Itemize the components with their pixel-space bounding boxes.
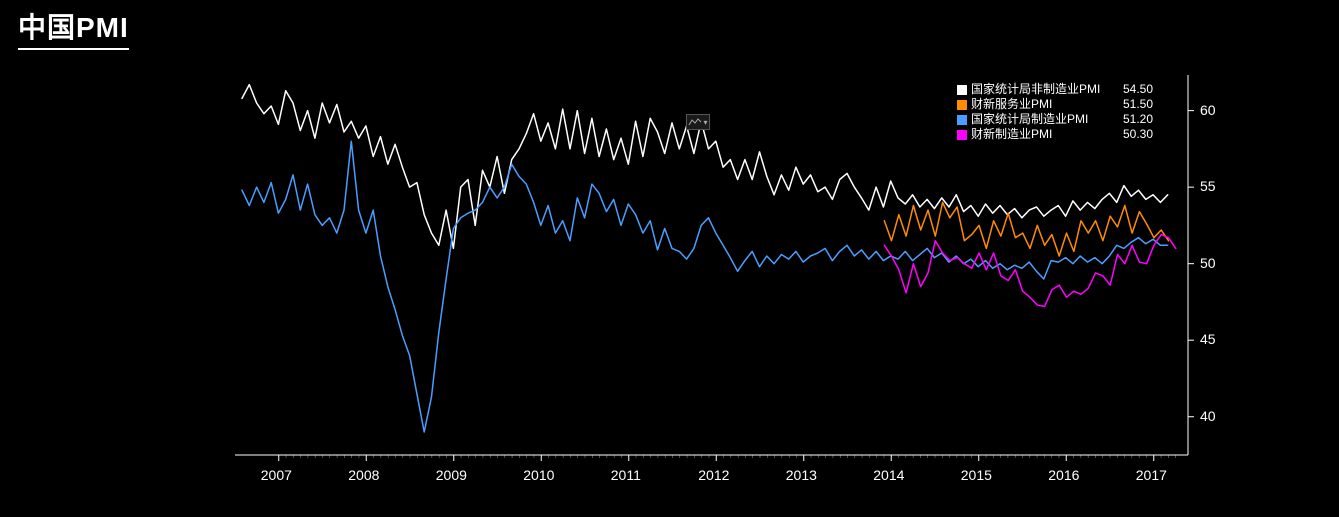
x-tick-label: 2016 (1048, 467, 1079, 483)
legend-item[interactable]: 财新制造业PMI 50.30 (957, 127, 1153, 142)
legend-value: 51.20 (1117, 112, 1153, 127)
legend-label: 财新服务业PMI (971, 97, 1111, 112)
legend-label: 国家统计局制造业PMI (971, 112, 1111, 127)
x-tick-label: 2014 (873, 467, 904, 483)
y-tick-label: 40 (1200, 408, 1216, 424)
legend-item[interactable]: 国家统计局制造业PMI 51.20 (957, 112, 1153, 127)
legend-swatch (957, 100, 967, 110)
legend-value: 51.50 (1117, 97, 1153, 112)
x-tick-label: 2010 (523, 467, 554, 483)
legend-label: 财新制造业PMI (971, 127, 1111, 142)
y-tick-label: 60 (1200, 102, 1216, 118)
x-tick-label: 2015 (961, 467, 992, 483)
x-tick-label: 2011 (611, 467, 641, 483)
legend-swatch (957, 115, 967, 125)
y-tick-label: 55 (1200, 178, 1216, 194)
series-caixin_mfg (884, 235, 1176, 307)
legend-value: 50.30 (1117, 127, 1153, 142)
x-tick-label: 2007 (261, 467, 292, 483)
legend: 国家统计局非制造业PMI54.50财新服务业PMI51.50国家统计局制造业PM… (957, 82, 1153, 142)
legend-item[interactable]: 国家统计局非制造业PMI 54.50 (957, 82, 1153, 97)
x-tick-label: 2012 (698, 467, 729, 483)
x-tick-label: 2013 (786, 467, 817, 483)
chart-type-dropdown[interactable]: ▾ (686, 114, 710, 130)
line-chart-icon (688, 117, 702, 127)
chevron-down-icon: ▾ (703, 118, 707, 127)
y-tick-label: 45 (1200, 331, 1216, 347)
x-tick-label: 2009 (436, 467, 467, 483)
line-chart-svg (0, 0, 1339, 517)
chart-area (0, 0, 1339, 517)
legend-label: 国家统计局非制造业PMI (971, 82, 1111, 97)
y-tick-label: 50 (1200, 255, 1216, 271)
x-tick-label: 2017 (1136, 467, 1167, 483)
legend-item[interactable]: 财新服务业PMI 51.50 (957, 97, 1153, 112)
x-tick-label: 2008 (348, 467, 379, 483)
series-nbs_mfg (242, 141, 1168, 432)
legend-value: 54.50 (1117, 82, 1153, 97)
legend-swatch (957, 130, 967, 140)
legend-swatch (957, 85, 967, 95)
